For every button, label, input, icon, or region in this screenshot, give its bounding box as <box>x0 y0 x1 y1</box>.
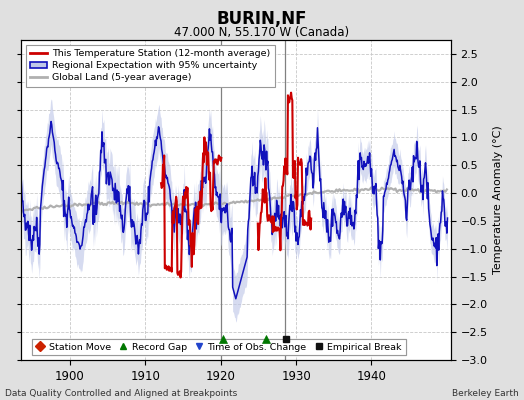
Text: 47.000 N, 55.170 W (Canada): 47.000 N, 55.170 W (Canada) <box>174 26 350 39</box>
Text: BURIN,NF: BURIN,NF <box>217 10 307 28</box>
Y-axis label: Temperature Anomaly (°C): Temperature Anomaly (°C) <box>493 126 503 274</box>
Text: Data Quality Controlled and Aligned at Breakpoints: Data Quality Controlled and Aligned at B… <box>5 389 237 398</box>
Text: Berkeley Earth: Berkeley Earth <box>452 389 519 398</box>
Legend: Station Move, Record Gap, Time of Obs. Change, Empirical Break: Station Move, Record Gap, Time of Obs. C… <box>31 339 406 355</box>
